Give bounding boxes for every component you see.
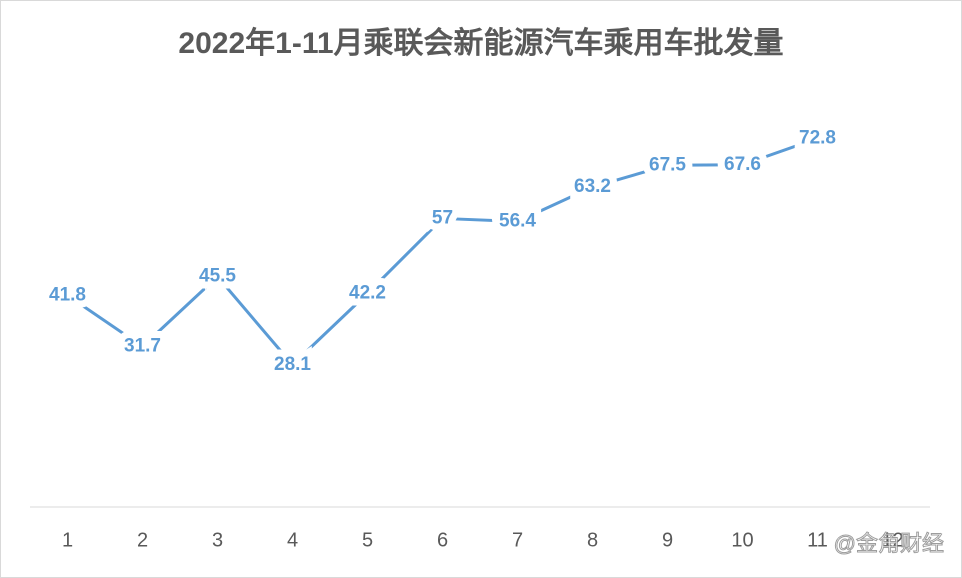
data-label: 45.5	[199, 266, 236, 287]
data-label: 56.4	[499, 210, 536, 231]
x-tick-label: 5	[362, 529, 373, 551]
data-label: 67.6	[724, 154, 761, 175]
x-tick-label: 9	[662, 529, 673, 551]
x-tick-label: 2	[137, 529, 148, 551]
x-tick-label: 7	[512, 529, 523, 551]
data-line	[66, 137, 818, 367]
data-label: 42.2	[349, 282, 386, 303]
x-tick-label: 1	[62, 529, 73, 551]
x-tick-label: 11	[807, 529, 828, 551]
x-tick-label: 10	[731, 529, 753, 551]
x-tick-label: 6	[437, 529, 448, 551]
watermark: @金角财经	[834, 531, 944, 556]
x-tick-label: 4	[287, 529, 298, 551]
x-tick-label: 3	[212, 529, 223, 551]
data-label: 63.2	[574, 176, 611, 197]
data-label: 41.8	[49, 284, 86, 305]
data-label: 31.7	[124, 336, 161, 357]
data-label: 28.1	[274, 354, 311, 375]
data-label: 67.5	[649, 154, 686, 175]
chart-title: 2022年1-11月乘联会新能源汽车乘用车批发量	[178, 26, 783, 60]
data-label: 57	[432, 207, 453, 228]
data-label: 72.8	[799, 127, 836, 148]
x-tick-label: 8	[587, 529, 598, 551]
x-tick-label: 12	[881, 529, 903, 551]
